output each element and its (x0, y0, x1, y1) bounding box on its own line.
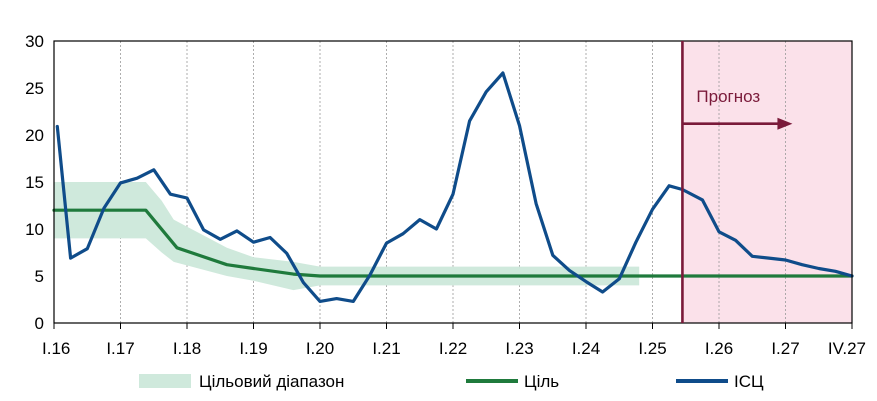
x-tick-label: I.17 (106, 339, 134, 358)
x-tick-label: I.25 (638, 339, 666, 358)
x-tick-label: I.23 (505, 339, 533, 358)
legend: Цільовий діапазон Ціль ІСЦ (139, 372, 764, 391)
x-tick-labels: I.16 I.17 I.18 I.19 I.20 I.21 I.22 I.23 I.24 I.25… (42, 339, 866, 358)
x-tick-label: I.16 (42, 339, 70, 358)
x-tick-label: I.21 (372, 339, 400, 358)
x-tick-label: I.24 (572, 339, 600, 358)
cpi-line (55, 71, 854, 303)
forecast-shade (682, 41, 852, 323)
x-tick-label: I.18 (173, 339, 201, 358)
y-tick-label: 20 (25, 126, 44, 145)
y-tick-label: 25 (25, 79, 44, 98)
y-tick-labels: 0 5 10 15 20 25 30 (25, 32, 44, 333)
y-tick-label: 30 (25, 32, 44, 51)
x-tick-label: I.19 (239, 339, 267, 358)
legend-band-swatch (139, 374, 191, 388)
axes (53, 40, 853, 329)
legend-cpi-label: ІСЦ (734, 372, 764, 391)
legend-target-label: Ціль (524, 372, 559, 391)
target-line (52, 208, 854, 278)
x-tick-label: IV.27 (828, 339, 866, 358)
target-range-band (54, 182, 640, 291)
x-tick-label: I.22 (439, 339, 467, 358)
y-tick-label: 10 (25, 220, 44, 239)
target-band-area (54, 182, 640, 291)
forecast-label: Прогноз (696, 87, 760, 106)
series-lines (52, 71, 854, 303)
x-tick-label: I.27 (771, 339, 799, 358)
forecast-arrow-head (777, 117, 793, 130)
forecast-annotation: Прогноз (681, 41, 793, 323)
y-tick-label: 0 (35, 314, 44, 333)
y-tick-label: 5 (35, 267, 44, 286)
x-tick-label: I.26 (705, 339, 733, 358)
y-tick-label: 15 (25, 173, 44, 192)
legend-band-label: Цільовий діапазон (199, 372, 344, 391)
x-tick-label: I.20 (306, 339, 334, 358)
